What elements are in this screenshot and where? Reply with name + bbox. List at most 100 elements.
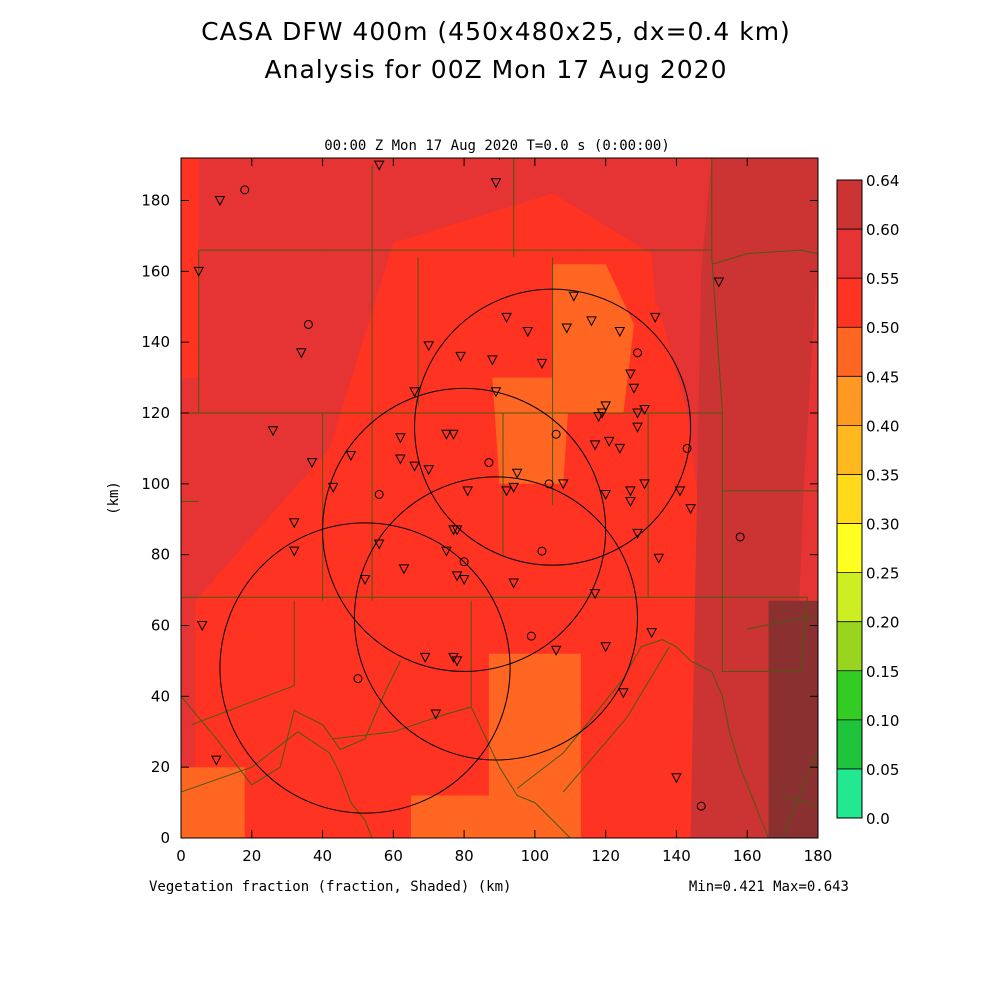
station-triangle-13 (409, 461, 420, 472)
colorbar-bin-3 (837, 621, 862, 671)
station-triangle-10 (423, 341, 435, 352)
colorbar-label-6: 0.30 (866, 516, 899, 534)
boundary-line-12 (711, 257, 723, 491)
station-triangle-50 (373, 539, 385, 550)
boundary-line-20 (333, 706, 472, 740)
y-tick-label-0: 0 (160, 829, 170, 847)
station-triangle-65 (674, 486, 686, 497)
station-circle-8 (633, 348, 643, 358)
boundary-line-19 (181, 731, 373, 838)
x-tick-label-3: 60 (384, 847, 403, 865)
station-triangle-1 (193, 266, 205, 277)
station-triangle-68 (600, 642, 611, 653)
y-tick-label-7: 140 (141, 333, 170, 351)
station-triangle-38 (649, 312, 661, 323)
station-triangle-27 (625, 369, 636, 380)
station-triangle-49 (398, 564, 410, 575)
station-triangle-69 (618, 688, 629, 699)
station-circle-13 (696, 801, 706, 811)
station-circle-1 (303, 319, 313, 329)
station-circle-11 (526, 631, 536, 641)
station-triangle-20 (501, 312, 512, 323)
station-triangle-23 (561, 323, 573, 334)
station-triangle-17 (455, 351, 466, 362)
radar-ring-0 (219, 522, 511, 814)
station-triangle-40 (508, 482, 519, 493)
colorbar-bin-12 (837, 180, 862, 230)
station-circle-9 (682, 443, 692, 453)
boundary-line-27 (782, 749, 818, 838)
station-circle-3 (484, 458, 494, 468)
field-region-1 (181, 158, 323, 601)
station-triangle-3 (306, 458, 318, 469)
radar-ring-1 (322, 387, 607, 672)
y-tick-label-2: 40 (151, 687, 170, 705)
station-triangle-22 (536, 358, 548, 369)
boundary-line-28 (782, 795, 818, 807)
station-triangle-53 (448, 652, 459, 663)
colorbar-bin-4 (837, 572, 862, 622)
radar-range-rings (219, 288, 692, 814)
x-axis: 0 20 40 60 80 100 120 140 160 180 (176, 158, 832, 865)
station-triangle-47 (451, 571, 463, 582)
boundary-line-21 (470, 706, 571, 838)
plot-frame (180, 157, 819, 839)
station-circle-7 (551, 429, 561, 439)
colorbar-label-0: 0.0 (866, 810, 890, 828)
station-triangle-37 (632, 422, 643, 433)
station-triangle-61 (600, 489, 611, 501)
station-triangle-64 (653, 553, 665, 564)
station-triangle-74 (490, 178, 502, 189)
station-triangle-6 (288, 546, 300, 557)
field-region-7 (488, 653, 581, 838)
colorbar-label-9: 0.45 (866, 368, 899, 386)
station-triangle-16 (448, 429, 459, 440)
boundary-line-23 (516, 639, 769, 838)
station-triangle-59 (625, 486, 636, 497)
station-triangle-46 (441, 546, 452, 557)
x-tick-label-5: 100 (521, 847, 550, 865)
colorbar-bin-9 (837, 327, 862, 377)
field-label: Vegetation fraction (fraction, Shaded) (… (149, 879, 511, 895)
field-region-9 (492, 377, 571, 484)
station-triangle-39 (557, 479, 569, 490)
colorbar-label-13: 0.64 (866, 172, 899, 190)
x-tick-label-8: 160 (733, 847, 762, 865)
colorbar-bin-7 (837, 425, 862, 475)
plot-time-label: 00:00 Z Mon 17 Aug 2020 T=0.0 s (0:00:00… (324, 138, 670, 154)
y-tick-label-6: 120 (141, 404, 170, 422)
x-tick-label-4: 80 (455, 847, 474, 865)
station-circle-12 (353, 674, 363, 684)
boundary-line-25 (747, 614, 818, 630)
colorbar-label-11: 0.55 (866, 270, 899, 288)
y-tick-label-3: 60 (151, 617, 170, 635)
x-tick-label-9: 180 (804, 847, 833, 865)
station-triangle-48 (458, 574, 470, 586)
station-circle-2 (374, 489, 384, 499)
station-triangle-67 (646, 628, 658, 639)
colorbar-label-5: 0.25 (866, 565, 899, 583)
colorbar: 0.0 0.05 0.10 0.15 0.20 0.25 0.30 0.35 0.40 0.45 0… (836, 172, 899, 828)
y-tick-label-1: 20 (151, 758, 170, 776)
station-circle-0 (240, 185, 250, 195)
station-triangle-63 (639, 479, 650, 490)
station-triangle-41 (511, 468, 523, 479)
colorbar-label-1: 0.05 (866, 761, 899, 779)
station-triangle-31 (593, 412, 604, 423)
station-triangle-66 (685, 504, 696, 515)
colorbar-bin-2 (837, 670, 862, 720)
colorbar-bin-0 (837, 768, 862, 818)
colorbar-bin-1 (837, 719, 862, 769)
y-tick-label-5: 100 (141, 475, 170, 493)
station-triangle-76 (211, 755, 222, 766)
colorbar-label-8: 0.40 (866, 417, 899, 435)
field-region-3 (181, 158, 199, 378)
colorbar-bin-6 (837, 474, 862, 524)
station-triangle-58 (589, 589, 601, 600)
station-triangle-73 (373, 160, 385, 171)
station-triangle-21 (522, 327, 534, 338)
boundary-line-18 (191, 600, 295, 726)
x-tick-label-0: 0 (176, 847, 186, 865)
station-triangle-4 (267, 426, 279, 437)
